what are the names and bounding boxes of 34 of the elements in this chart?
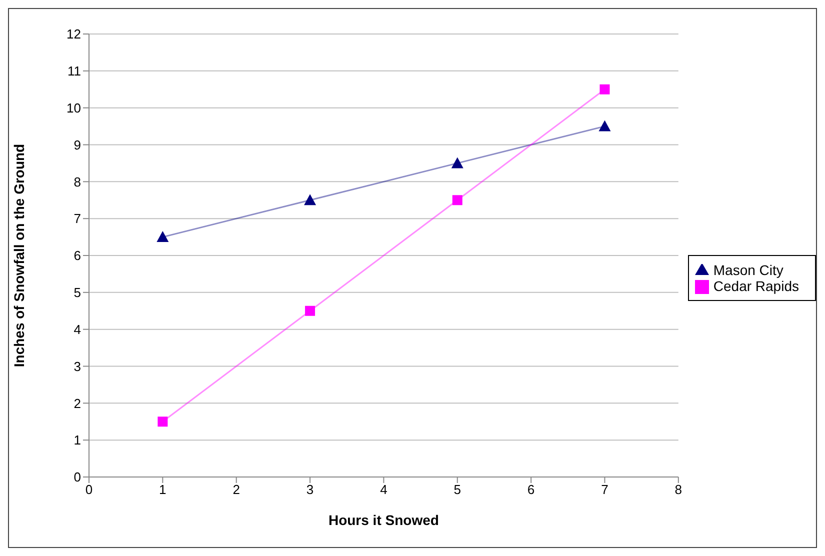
x-tick-label: 3: [306, 482, 314, 498]
y-tick-label: 8: [74, 174, 81, 190]
point: [452, 195, 462, 206]
legend-label: Mason City: [713, 262, 784, 278]
y-tick-label: 6: [74, 248, 81, 264]
x-tick-label: 0: [85, 482, 93, 498]
point: [304, 194, 316, 206]
x-tick-label: 4: [380, 482, 388, 498]
y-tick-label: 1: [74, 432, 81, 448]
x-tick-label: 8: [674, 482, 682, 498]
x-tick-label: 7: [601, 482, 608, 498]
point: [158, 416, 168, 427]
y-tick-label: 4: [74, 322, 81, 337]
point: [600, 84, 610, 94]
point: [451, 157, 464, 168]
x-tick-label: 6: [527, 482, 535, 498]
y-tick-label: 10: [66, 100, 81, 116]
point: [305, 306, 316, 316]
y-tick-label: 5: [74, 285, 81, 300]
y-tick-label: 12: [66, 26, 81, 42]
y-tick-label: 0: [74, 470, 81, 485]
x-tick-label: 1: [159, 482, 166, 498]
x-axis-title: Hours it Snowed: [328, 512, 439, 528]
y-tick-label: 11: [68, 64, 81, 79]
y-tick-label: 2: [74, 396, 81, 411]
x-tick-label: 5: [454, 482, 461, 498]
y-axis-title: Inches of Snowfall on the Ground: [10, 144, 27, 368]
point: [156, 231, 169, 242]
legend-label: Cedar Rapids: [713, 278, 799, 294]
point: [598, 120, 611, 132]
y-tick-label: 3: [74, 358, 81, 374]
y-tick-label: 7: [74, 211, 81, 226]
x-tick-label: 2: [232, 482, 240, 498]
y-tick-label: 9: [74, 137, 81, 152]
